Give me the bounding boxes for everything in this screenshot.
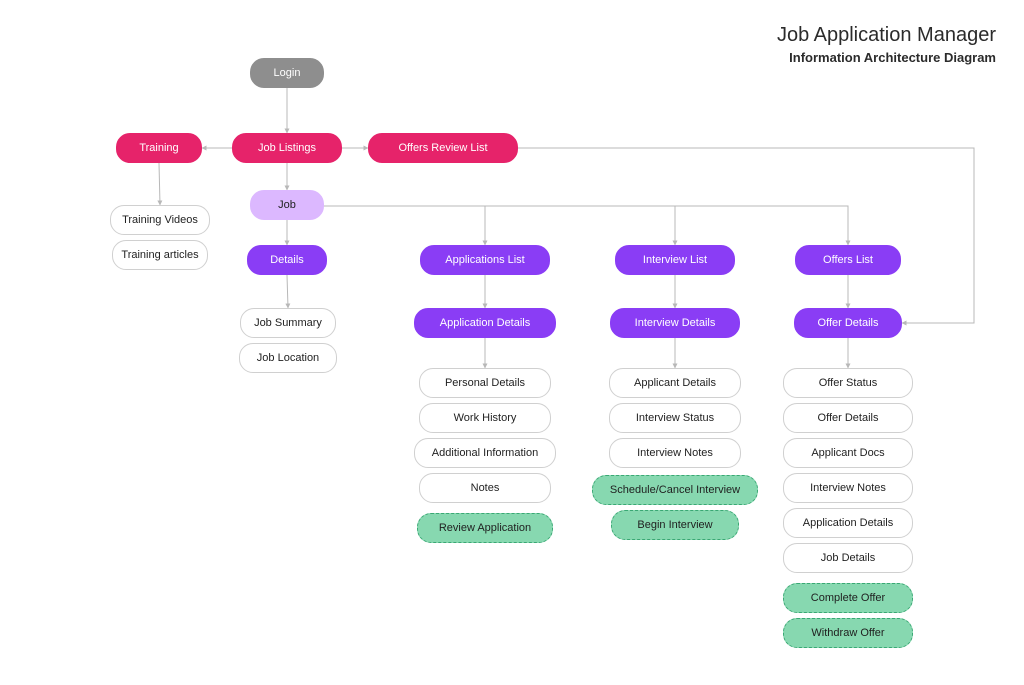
node-appdetails2: Application Details bbox=[783, 508, 913, 538]
node-reviewapp: Review Application bbox=[417, 513, 553, 543]
node-withdrawoffer: Withdraw Offer bbox=[783, 618, 913, 648]
node-offerdetails: Offer Details bbox=[794, 308, 902, 338]
node-schedcancel: Schedule/Cancel Interview bbox=[592, 475, 758, 505]
node-beginint: Begin Interview bbox=[611, 510, 739, 540]
node-applist: Applications List bbox=[420, 245, 550, 275]
node-personaldetails: Personal Details bbox=[419, 368, 551, 398]
edge bbox=[287, 206, 848, 245]
node-intdetails: Interview Details bbox=[610, 308, 740, 338]
edge bbox=[518, 148, 974, 323]
node-login: Login bbox=[250, 58, 324, 88]
node-joblistings: Job Listings bbox=[232, 133, 342, 163]
node-intlist: Interview List bbox=[615, 245, 735, 275]
node-intstatus: Interview Status bbox=[609, 403, 741, 433]
node-offerdetails2: Offer Details bbox=[783, 403, 913, 433]
node-job: Job bbox=[250, 190, 324, 220]
node-details: Details bbox=[247, 245, 327, 275]
node-jobsummary: Job Summary bbox=[240, 308, 336, 338]
diagram-subtitle: Information Architecture Diagram bbox=[789, 50, 996, 65]
edge bbox=[287, 275, 288, 308]
node-completeoffer: Complete Offer bbox=[783, 583, 913, 613]
node-intnotes2: Interview Notes bbox=[783, 473, 913, 503]
edge bbox=[287, 206, 675, 245]
diagram-title: Job Application Manager bbox=[777, 24, 996, 47]
node-offerstatus: Offer Status bbox=[783, 368, 913, 398]
diagram-canvas: Job Application Manager Information Arch… bbox=[0, 0, 1024, 685]
node-training: Training bbox=[116, 133, 202, 163]
node-offerslist: Offers List bbox=[795, 245, 901, 275]
node-jobdetails: Job Details bbox=[783, 543, 913, 573]
node-workhistory: Work History bbox=[419, 403, 551, 433]
node-trainingvideos: Training Videos bbox=[110, 205, 210, 235]
node-notes: Notes bbox=[419, 473, 551, 503]
node-joblocation: Job Location bbox=[239, 343, 337, 373]
node-applicantdocs: Applicant Docs bbox=[783, 438, 913, 468]
node-offersreview: Offers Review List bbox=[368, 133, 518, 163]
node-applicantdetails: Applicant Details bbox=[609, 368, 741, 398]
node-intnotes: Interview Notes bbox=[609, 438, 741, 468]
node-trainingarticles: Training articles bbox=[112, 240, 208, 270]
edge bbox=[159, 163, 160, 205]
node-addinfo: Additional Information bbox=[414, 438, 556, 468]
node-appdetails: Application Details bbox=[414, 308, 556, 338]
